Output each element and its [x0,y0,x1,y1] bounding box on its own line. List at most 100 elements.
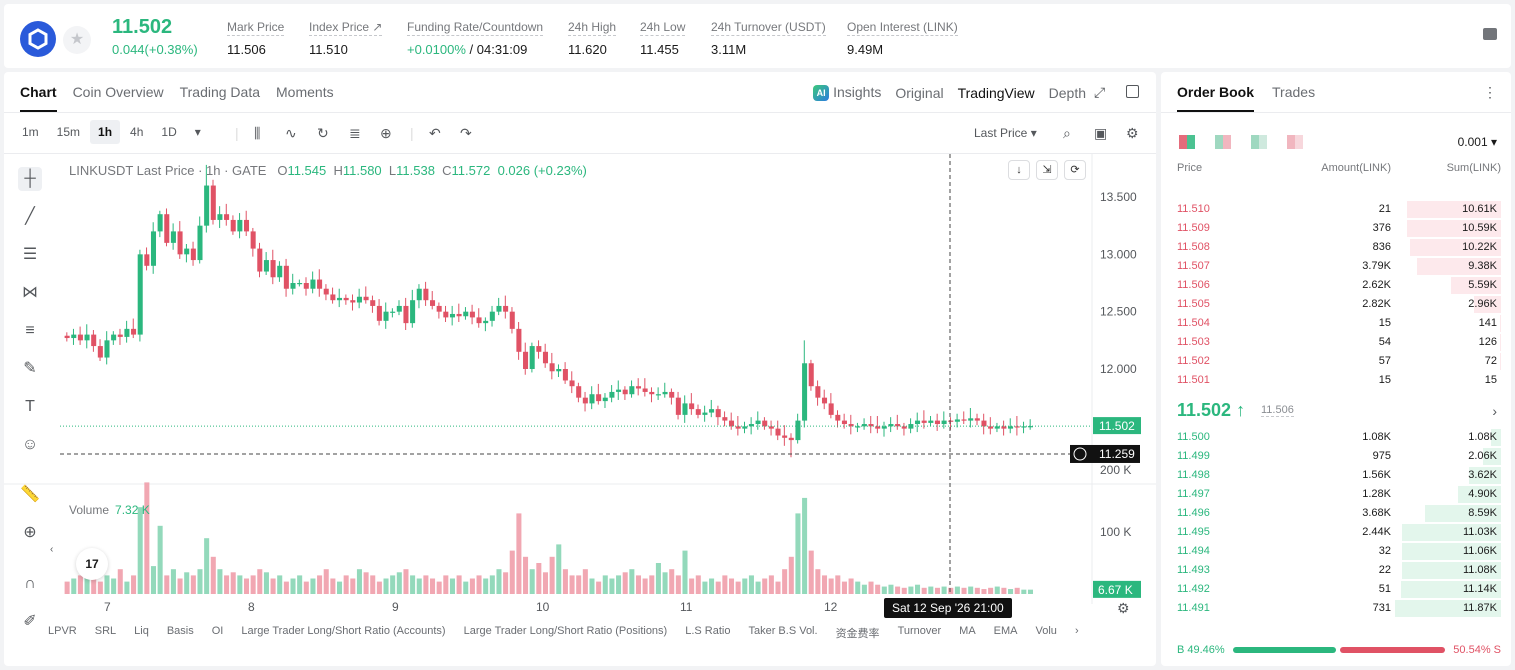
expand-icon[interactable]: ⤢ [1094,84,1106,100]
arrow-down-icon[interactable]: ↓ [1008,160,1030,180]
tab-insights[interactable]: AI Insights [813,84,881,102]
orderbook-row[interactable]: 11.497 1.28K 4.90K [1161,485,1511,504]
view-both-icon[interactable] [1179,135,1195,149]
tab-moments[interactable]: Moments [276,84,334,100]
tab-depth[interactable]: Depth [1048,84,1086,101]
indicator-item[interactable]: Large Trader Long/Short Ratio (Positions… [463,625,668,637]
add-indicator-icon[interactable]: ⊕ [380,125,392,141]
indicator-item[interactable]: LPVR [48,625,77,637]
indicators-icon[interactable]: ∿ [285,125,297,141]
tf-15m[interactable]: 15m [56,125,81,139]
view-asks-icon[interactable] [1287,135,1303,149]
settings-gear-icon[interactable]: ⚙ [1126,125,1139,141]
text-tool-icon[interactable]: T [25,398,35,415]
orderbook-row[interactable]: 11.509 376 10.59K [1161,219,1511,238]
pencil-icon[interactable]: ✐ [23,613,37,630]
brush-icon[interactable]: ✎ [23,360,37,377]
fib-icon[interactable]: ≡ [25,322,35,339]
tf-4h[interactable]: 4h [130,125,144,139]
notes-icon[interactable] [1483,28,1497,40]
tf-1m[interactable]: 1m [22,125,39,139]
indicator-item[interactable]: Basis [166,625,194,637]
price-tick-label: 13.000 [1100,247,1137,261]
orderbook-row[interactable]: 11.499 975 2.06K [1161,447,1511,466]
orderbook-row[interactable]: 11.508 836 10.22K [1161,238,1511,257]
crosshair-icon[interactable]: ┼ [18,167,42,191]
orderbook-row[interactable]: 11.502 57 72 [1161,352,1511,371]
indicator-item[interactable]: SRL [94,625,117,637]
view-bids-asks-icon[interactable] [1215,135,1231,149]
orderbook-row[interactable]: 11.503 54 126 [1161,333,1511,352]
orderbook-row[interactable]: 11.505 2.82K 2.96K [1161,295,1511,314]
candle-body [815,386,821,398]
candle-body [469,311,475,318]
indicator-item[interactable]: 资金费率 [835,628,880,640]
undo-icon[interactable]: ↶ [429,125,441,141]
orderbook-row[interactable]: 11.507 3.79K 9.38K [1161,257,1511,276]
orderbook-row[interactable]: 11.496 3.68K 8.59K [1161,504,1511,523]
ruler-icon[interactable]: 📏 [20,486,40,503]
tf-1h[interactable]: 1h [90,120,121,144]
camera-icon[interactable]: ▣ [1094,125,1108,141]
window-icon[interactable] [1126,85,1139,98]
view-bids-icon[interactable] [1251,135,1267,149]
candle-type-icon[interactable]: ⫼ [254,125,261,141]
chevron-right-icon[interactable]: › [1074,625,1079,637]
redo-icon[interactable]: ↷ [460,125,472,141]
orderbook-row[interactable]: 11.495 2.44K 11.03K [1161,523,1511,542]
chevron-down-icon[interactable]: ▾ [194,125,201,139]
tab-order-book[interactable]: Order Book [1177,84,1255,112]
orderbook-row[interactable]: 11.500 1.08K 1.08K [1161,428,1511,447]
candlestick-chart[interactable]: 13.500 13.000 12.500 12.000 200 K 100 K 7 8 9 10 1… [4,154,1156,624]
indicator-item[interactable]: OI [211,625,224,637]
template-icon[interactable]: ≣ [349,125,361,141]
indicator-item[interactable]: L.S Ratio [685,625,731,637]
orderbook-row[interactable]: 11.493 22 11.08K [1161,561,1511,580]
emoji-icon[interactable]: ☺ [21,436,39,453]
horizontal-lines-icon[interactable]: ☰ [22,246,38,263]
collapse-icon[interactable]: ⇲ [1036,160,1058,180]
tab-coin-overview[interactable]: Coin Overview [72,84,164,100]
search-icon[interactable]: ⌕ [1063,125,1071,141]
stat-mark-price[interactable]: Mark Price 11.506 [227,20,285,57]
favorite-star-icon[interactable]: ★ [63,26,91,54]
tab-tradingview[interactable]: TradingView [957,84,1035,101]
scale-settings-icon[interactable]: ⚙ [1117,600,1130,616]
tab-trades[interactable]: Trades [1272,84,1316,100]
row-sum: 72 [1484,355,1497,367]
indicator-item[interactable]: Liq [134,625,149,637]
tab-chart[interactable]: Chart [20,84,57,112]
indicator-item[interactable]: EMA [993,625,1018,637]
more-options-icon[interactable]: ⋮ [1483,84,1497,100]
orderbook-row[interactable]: 11.494 32 11.06K [1161,542,1511,561]
magnet-icon[interactable]: ∩ [24,575,36,592]
indicator-item[interactable]: Turnover [897,625,942,637]
refresh-icon[interactable]: ⟳ [1064,160,1086,180]
orderbook-row[interactable]: 11.498 1.56K 3.62K [1161,466,1511,485]
trendline-icon[interactable]: ╱ [25,208,35,225]
tf-1d[interactable]: 1D [161,125,177,139]
volume-bar [449,578,455,594]
replay-icon[interactable]: ↻ [317,125,329,141]
tab-trading-data[interactable]: Trading Data [179,84,261,100]
precision-select[interactable]: 0.001 ▾ [1457,135,1497,149]
collapse-toolbar-icon[interactable]: ‹ [50,544,54,555]
indicator-item[interactable]: Volu [1035,625,1057,637]
candle-body [768,426,774,429]
orderbook-row[interactable]: 11.504 15 141 [1161,314,1511,333]
orderbook-row[interactable]: 11.492 51 11.14K [1161,580,1511,599]
stat-index-price[interactable]: Index Price ↗ 11.510 [309,20,383,57]
zoom-in-icon[interactable]: ⊕ [23,524,37,541]
stat-funding-rate[interactable]: Funding Rate/Countdown +0.0100% / 04:31:… [407,20,544,57]
price-type-select[interactable]: Last Price ▾ [974,126,1037,140]
indicator-item[interactable]: Taker B.S Vol. [748,625,818,637]
indicator-item[interactable]: Large Trader Long/Short Ratio (Accounts) [241,625,446,637]
chevron-right-icon[interactable]: › [1492,403,1497,419]
tab-original[interactable]: Original [895,84,944,101]
orderbook-row[interactable]: 11.510 21 10.61K [1161,200,1511,219]
orderbook-row[interactable]: 11.491 731 11.87K [1161,599,1511,618]
pattern-icon[interactable]: ⋈ [22,284,38,301]
orderbook-row[interactable]: 11.506 2.62K 5.59K [1161,276,1511,295]
indicator-item[interactable]: MA [959,625,976,637]
orderbook-row[interactable]: 11.501 15 15 [1161,371,1511,390]
